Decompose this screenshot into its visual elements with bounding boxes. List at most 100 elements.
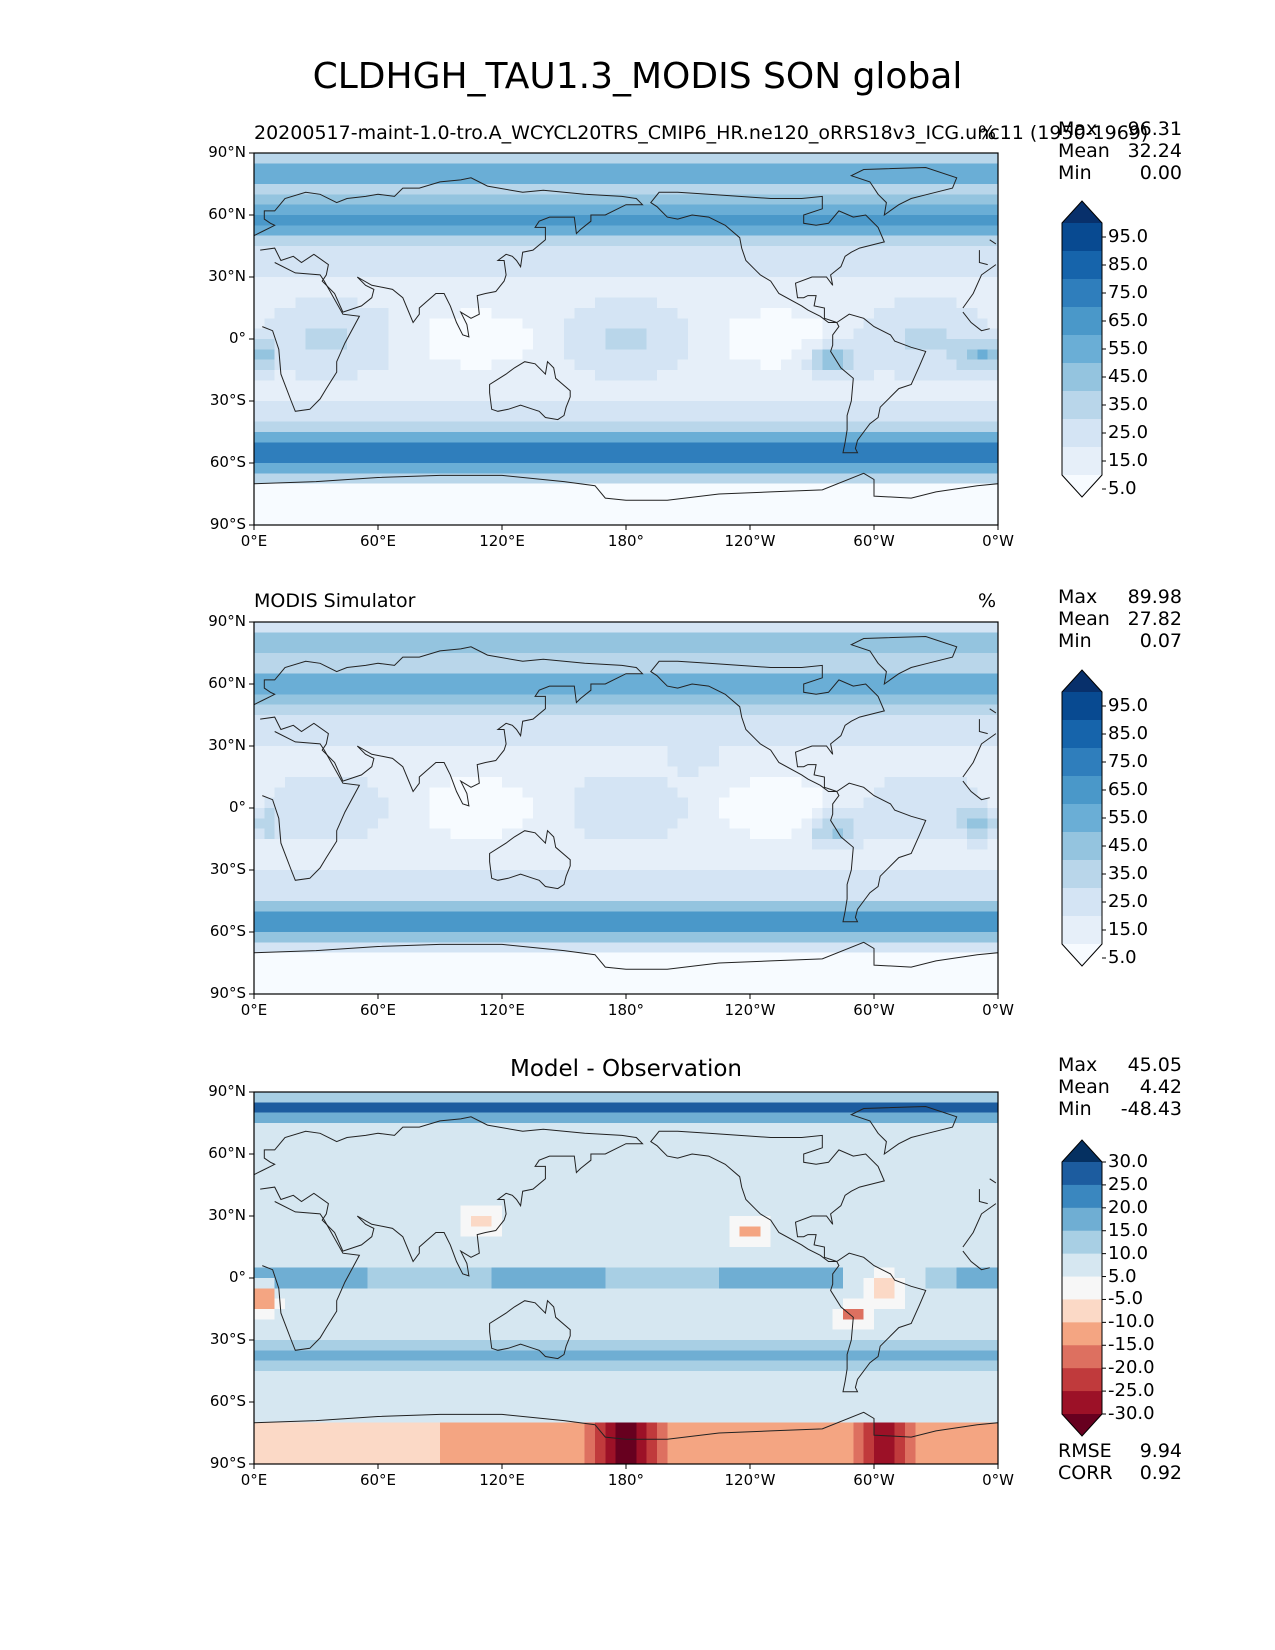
lon-tick-label: 120°E (479, 1471, 525, 1489)
lat-tick-label: 90°N (208, 612, 246, 630)
lat-tick-label: 30°S (209, 391, 246, 409)
colorbar-label: 95.0 (1108, 226, 1149, 247)
colorbar-segment (1062, 307, 1102, 336)
panel2-stat-mean-value: 27.82 (1127, 608, 1182, 630)
coastline-eurasia (978, 250, 988, 266)
panel1-stat-max-value: 96.31 (1127, 118, 1182, 140)
colorbar-label: 35.0 (1108, 394, 1149, 415)
colorbar-label: 85.0 (1108, 723, 1149, 744)
lon-tick-label: 60°E (359, 1471, 397, 1489)
colorbar-segment (1062, 748, 1102, 777)
coastline-africa (962, 264, 997, 309)
lat-tick-label: 60°N (208, 205, 246, 223)
coastline-namerica (650, 191, 885, 323)
coastline-eurasia (978, 719, 988, 735)
colorbar-segment (1062, 447, 1102, 476)
colorbar-extend-top (1062, 201, 1102, 223)
colorbar-label: 55.0 (1108, 338, 1149, 359)
lat-tick-label: 60°S (209, 1392, 246, 1410)
colorbar-label: 75.0 (1108, 751, 1149, 772)
colorbar-label: -5.0 (1108, 1288, 1144, 1310)
colorbar-label: -10.0 (1108, 1311, 1155, 1333)
lon-tick-label: 180° (607, 532, 645, 550)
panel1-plot (249, 152, 999, 530)
coastline-greenland (849, 635, 958, 686)
colorbar-label: 95.0 (1108, 695, 1149, 716)
panel3-field (254, 1092, 999, 1465)
colorbar-label: 35.0 (1108, 863, 1149, 884)
colorbar-segment (1062, 419, 1102, 448)
lon-tick-label: 0°W (982, 1471, 1014, 1489)
colorbar-label: 5.0 (1108, 478, 1137, 499)
colorbar-segment (1062, 692, 1102, 721)
colorbar-segment (1062, 223, 1102, 252)
colorbar-label: 25.0 (1108, 1173, 1149, 1195)
panel3-rmse-value: 9.94 (1139, 1440, 1182, 1462)
lat-tick-label: 60°N (208, 674, 246, 692)
colorbar-label: 45.0 (1108, 835, 1149, 856)
panel1-coastlines (253, 166, 999, 526)
colorbar-outline (1061, 200, 1103, 498)
coastline-africa (262, 1201, 361, 1351)
coastline-africa (262, 731, 361, 881)
colorbar-segment (1062, 1345, 1102, 1369)
coastline-africa (962, 1203, 997, 1248)
panel2-stat-mean-label: Mean (1058, 608, 1110, 630)
colorbar-segment (1062, 1391, 1102, 1415)
colorbar-segment (1062, 1368, 1102, 1392)
colorbar-label: 30.0 (1108, 1151, 1149, 1172)
colorbar-segment (1062, 391, 1102, 420)
colorbar-segment (1062, 888, 1102, 917)
colorbar-label: 45.0 (1108, 366, 1149, 387)
colorbar-segment (1062, 279, 1102, 308)
colorbar-label: 75.0 (1108, 282, 1149, 303)
coastline-eurasia (253, 646, 644, 807)
colorbar-segment (1062, 804, 1102, 833)
colorbar-segment (1062, 1230, 1102, 1255)
colorbar-label: -30.0 (1108, 1403, 1155, 1424)
colorbar-extend-bottom (1062, 944, 1102, 966)
lon-tick-label: 0°W (982, 1001, 1014, 1019)
panel1-stat-min-label: Min (1058, 162, 1092, 184)
panel2-left-title: MODIS Simulator (254, 590, 416, 612)
colorbar-label: 10.0 (1108, 1242, 1149, 1264)
coastline-samerica (830, 1252, 927, 1393)
panel1-colorbar (1061, 200, 1106, 498)
panel3-colorbar (1061, 1139, 1106, 1437)
colorbar-label: 85.0 (1108, 254, 1149, 275)
lon-tick-label: 180° (607, 1471, 645, 1489)
colorbar-segment (1062, 1207, 1102, 1232)
colorbar-segment (1062, 916, 1102, 945)
coastline-eurasia (253, 1116, 644, 1277)
panel1-stat-min-value: 0.00 (1139, 162, 1182, 184)
lat-tick-label: 0° (228, 329, 246, 347)
lon-tick-label: 120°E (479, 1001, 525, 1019)
colorbar-label: 25.0 (1108, 422, 1149, 443)
colorbar-segment (1062, 1253, 1102, 1278)
colorbar-label: 55.0 (1108, 807, 1149, 828)
lat-tick-label: 30°N (208, 736, 246, 754)
lat-tick-label: 90°S (209, 984, 246, 1002)
coastline-africa (962, 311, 990, 332)
colorbar-outline (1061, 669, 1103, 967)
panel2-field (254, 622, 999, 995)
lat-tick-label: 60°S (209, 453, 246, 471)
colorbar-segment (1062, 860, 1102, 889)
panel1-stat-max-label: Max (1058, 118, 1098, 140)
lon-tick-label: 60°E (359, 1001, 397, 1019)
lat-tick-label: 90°N (208, 143, 246, 161)
panel3-corr-value: 0.92 (1139, 1462, 1182, 1484)
lon-tick-label: 60°E (359, 532, 397, 550)
lon-tick-label: 60°W (853, 1471, 895, 1489)
coastline-samerica (830, 313, 927, 454)
panel2-colorbar (1061, 669, 1106, 967)
panel2-stat-min-label: Min (1058, 630, 1092, 652)
coastline-greenland (849, 1105, 958, 1156)
colorbar-segment (1062, 776, 1102, 805)
lon-tick-label: 60°W (853, 1001, 895, 1019)
colorbar-segment (1062, 1322, 1102, 1346)
coastline-australia (489, 360, 571, 421)
lat-tick-label: 60°S (209, 922, 246, 940)
colorbar-segment (1062, 1184, 1102, 1209)
colorbar-segment (1062, 363, 1102, 392)
